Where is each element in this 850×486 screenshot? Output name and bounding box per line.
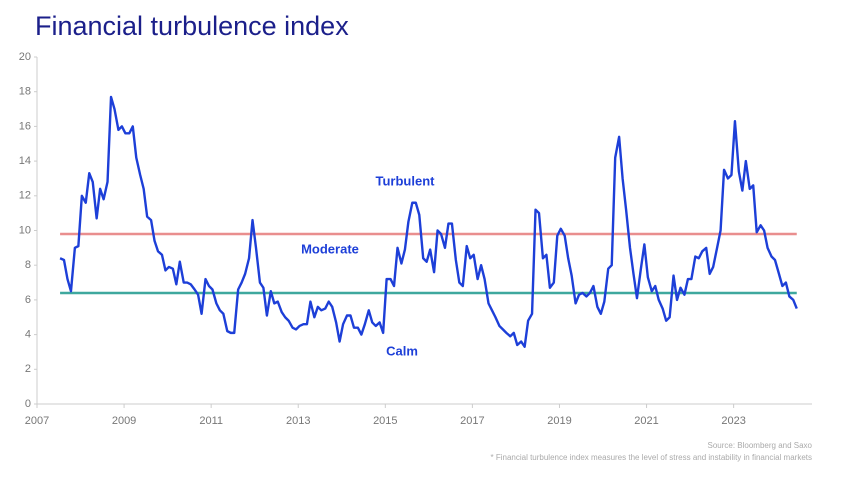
x-tick-label: 2023 — [721, 415, 745, 427]
footnote: * Financial turbulence index measures th… — [491, 453, 813, 462]
annotation: Calm — [386, 343, 418, 358]
y-tick-label: 0 — [25, 398, 31, 410]
x-tick-label: 2011 — [199, 415, 223, 427]
chart-title: Financial turbulence index — [35, 11, 349, 41]
annotation: Turbulent — [376, 173, 436, 188]
y-tick-label: 6 — [25, 294, 31, 306]
y-tick-label: 2 — [25, 363, 31, 375]
x-tick-label: 2019 — [547, 415, 571, 427]
y-tick-label: 14 — [19, 155, 31, 167]
source: Source: Bloomberg and Saxo — [707, 441, 812, 450]
y-tick-label: 4 — [25, 329, 31, 341]
y-tick-label: 8 — [25, 259, 31, 271]
x-tick-label: 2007 — [25, 415, 49, 427]
y-tick-label: 16 — [19, 120, 31, 132]
y-tick-label: 18 — [19, 86, 31, 98]
line-series — [59, 95, 798, 348]
y-tick-label: 12 — [19, 190, 31, 202]
x-tick-label: 2015 — [373, 415, 397, 427]
x-tick-label: 2013 — [286, 415, 310, 427]
x-tick-label: 2021 — [634, 415, 658, 427]
y-tick-label: 10 — [19, 224, 31, 236]
annotation: Moderate — [301, 241, 359, 256]
x-tick-label: 2017 — [460, 415, 484, 427]
x-tick-label: 2009 — [112, 415, 136, 427]
y-tick-label: 20 — [19, 51, 31, 63]
